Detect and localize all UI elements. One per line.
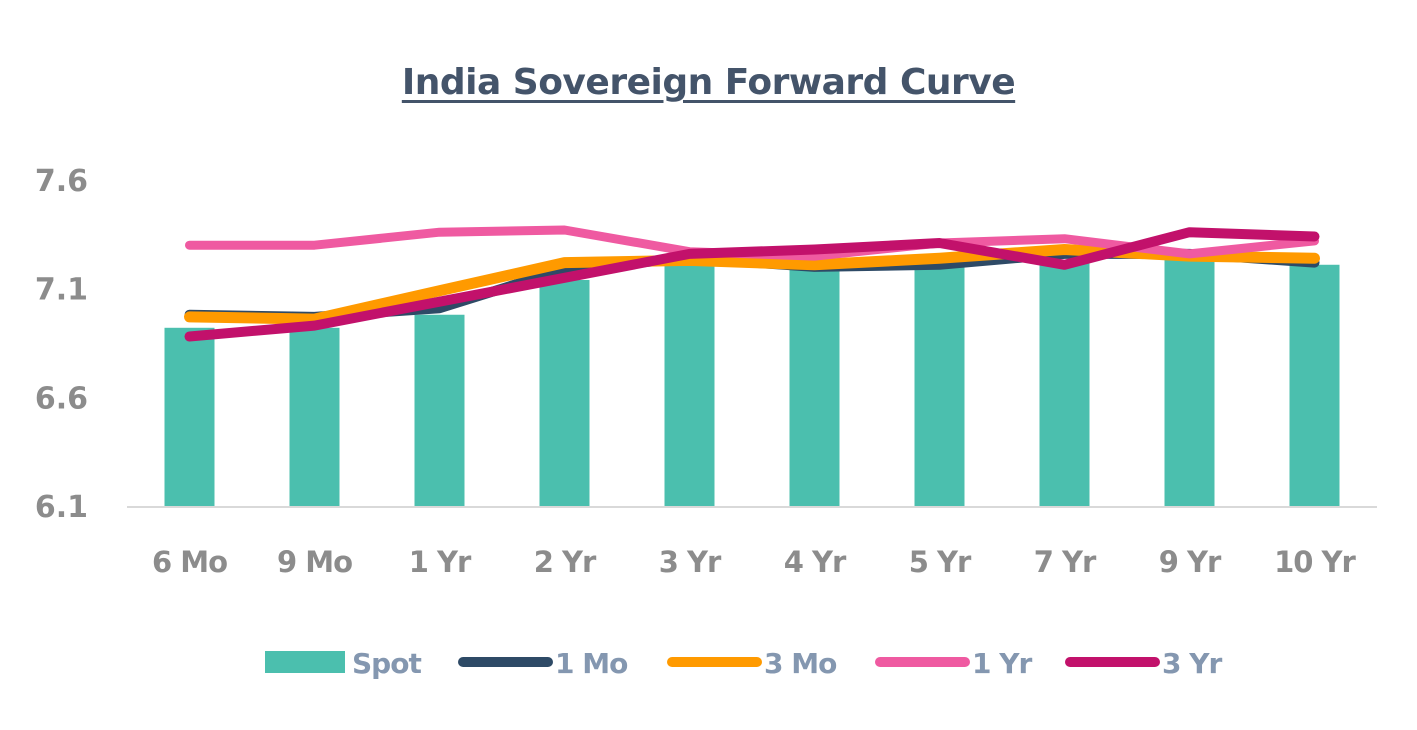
x-tick-label: 2 Yr — [534, 545, 597, 579]
y-tick-label: 6.1 — [35, 490, 88, 525]
line-3-mo — [184, 244, 1320, 325]
bar-spot — [1164, 256, 1215, 506]
y-tick-label: 7.1 — [35, 273, 88, 308]
x-tick-label: 7 Yr — [1034, 545, 1097, 579]
x-tick-label: 3 Yr — [659, 545, 722, 579]
legend-item-1-mo: 1 Mo — [458, 647, 629, 680]
x-tick-label: 5 Yr — [909, 545, 972, 579]
bar-spot — [1289, 264, 1340, 506]
legend-label: Spot — [352, 647, 421, 680]
legend-swatch — [265, 651, 345, 673]
bar-spot — [414, 314, 465, 506]
x-tick-label: 10 Yr — [1274, 545, 1356, 579]
y-axis-ticks: 7.6 7.1 6.6 6.1 — [35, 164, 88, 525]
chart-title-text: India Sovereign Forward Curve — [401, 62, 1016, 103]
bar-series-spot — [164, 256, 1340, 506]
x-axis-ticks: 6 Mo 9 Mo 1 Yr 2 Yr 3 Yr 4 Yr 5 Yr 7 Yr 9 Yr 10 Y… — [152, 545, 1358, 579]
legend-label: 3 Mo — [764, 647, 837, 680]
bar-spot — [914, 264, 965, 506]
line-3-yr — [184, 227, 1320, 342]
chart-title: India Sovereign Forward Curve — [0, 62, 1417, 103]
y-tick-label: 6.6 — [35, 381, 88, 416]
x-tick-label: 4 Yr — [784, 545, 847, 579]
bar-spot — [664, 262, 715, 506]
legend-label: 3 Yr — [1162, 647, 1223, 680]
bar-spot — [539, 279, 590, 506]
bar-spot — [289, 327, 340, 506]
legend-label: 1 Yr — [972, 647, 1033, 680]
y-tick-label: 7.6 — [35, 164, 88, 199]
legend-label: 1 Mo — [555, 647, 628, 680]
legend-item-spot: Spot — [265, 647, 422, 680]
x-tick-label: 6 Mo — [152, 545, 227, 579]
legend-item-3-yr: 3 Yr — [1065, 647, 1224, 680]
bar-spot — [789, 266, 840, 506]
x-tick-label: 1 Yr — [409, 545, 472, 579]
legend: Spot 1 Mo 3 Mo 1 Yr 3 Yr — [265, 647, 1224, 680]
legend-item-3-mo: 3 Mo — [667, 647, 838, 680]
bar-spot — [1039, 262, 1090, 506]
x-tick-label: 9 Mo — [277, 545, 352, 579]
line-series-group — [184, 225, 1320, 342]
bar-spot — [164, 327, 215, 506]
x-tick-label: 9 Yr — [1159, 545, 1222, 579]
legend-item-1-yr: 1 Yr — [875, 647, 1034, 680]
